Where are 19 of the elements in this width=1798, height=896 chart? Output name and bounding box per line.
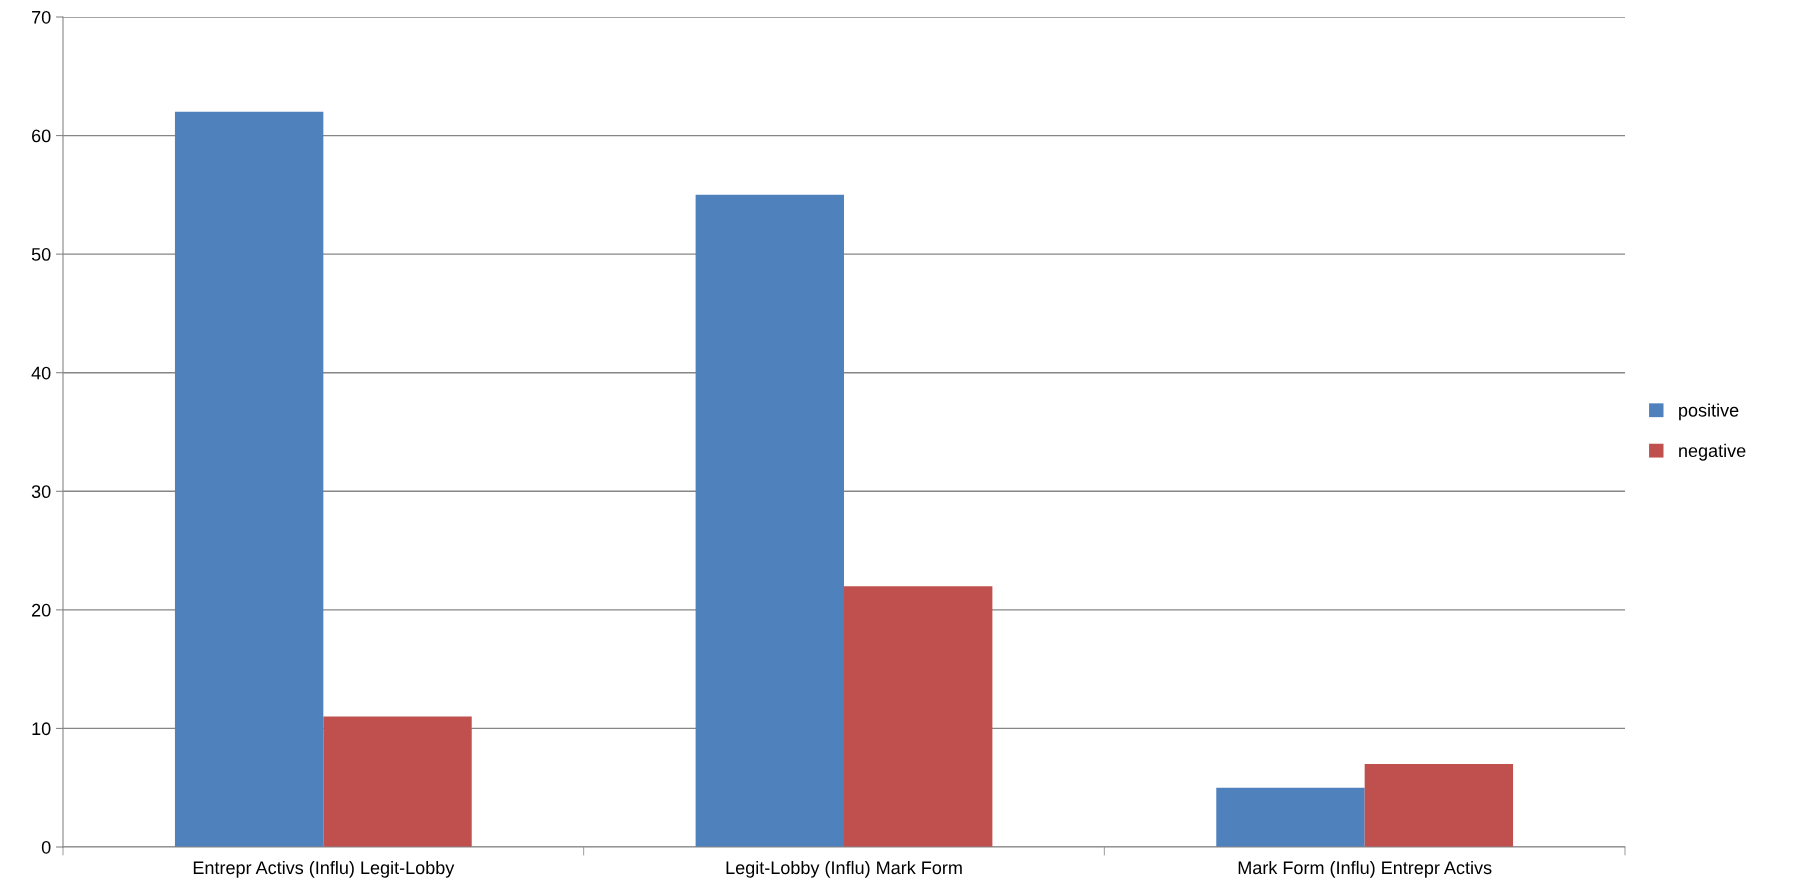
bar: [174, 111, 324, 847]
y-tick-label: 40: [31, 366, 51, 380]
bar: [1364, 764, 1514, 847]
bar: [844, 586, 993, 847]
y-tick-label: 30: [31, 485, 51, 499]
x-tick-label: Mark Form (Influ) Entrepr Activs: [1238, 860, 1492, 878]
x-tick-label: Entrepr Activs (Influ) Legit-Lobby: [193, 860, 455, 878]
y-tick-label: 0: [41, 840, 51, 854]
bar: [695, 194, 844, 847]
legend-label: negative: [1679, 443, 1746, 461]
x-tick-label: Legit-Lobby (Influ) Mark Form: [726, 860, 962, 878]
y-tick-label: 10: [32, 722, 51, 736]
bar: [323, 716, 472, 847]
y-tick-label: 60: [32, 129, 51, 143]
legend-label: positive: [1679, 403, 1739, 421]
y-tick-label: 50: [31, 248, 51, 261]
y-tick-label: 70: [32, 10, 51, 24]
y-tick-label: 20: [32, 603, 51, 617]
bar: [1216, 787, 1365, 847]
